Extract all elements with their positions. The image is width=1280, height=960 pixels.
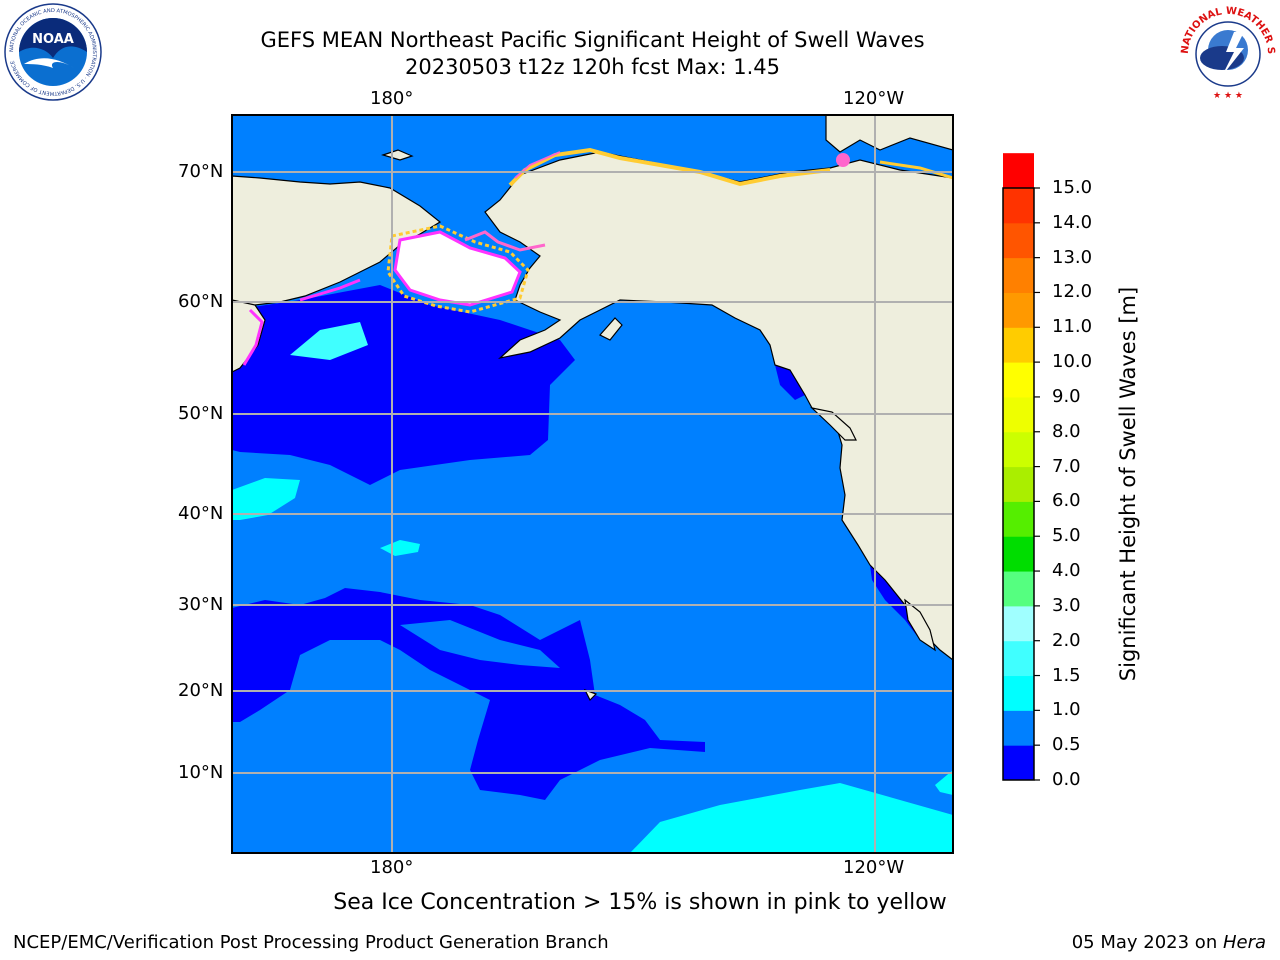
colorbar-tick-label: 4.0 [1052, 560, 1081, 582]
colorbar-swatch [1003, 188, 1034, 224]
colorbar-swatch [1003, 710, 1034, 746]
footer-branch: NCEP/EMC/Verification Post Processing Pr… [13, 932, 609, 953]
sea-ice-kamchatka-edge [242, 308, 264, 366]
colorbar-title: Significant Height of Swell Waves [m] [1116, 286, 1140, 682]
swell-zone-1-15-bering [290, 322, 368, 360]
lon-label-top-120w: 120°W [843, 88, 905, 109]
colorbar-tick-label: 1.0 [1052, 699, 1081, 721]
land-baja [904, 598, 936, 652]
sea-ice-bering [395, 232, 520, 305]
sea-ice-okhotsk-edge [299, 278, 361, 302]
gridlines [232, 115, 953, 853]
colorbar-tick-label: 13.0 [1052, 246, 1093, 268]
colorbar-swatch [1003, 605, 1034, 642]
noaa-logo-text: NOAA [32, 32, 74, 47]
colorbar-swatch [1003, 501, 1034, 537]
lat-label-20n: 20°N [178, 680, 224, 701]
lat-label-30n: 30°N [178, 594, 224, 615]
sea-ice-chukchi-pink [514, 151, 561, 179]
swell-zone-south-low [232, 588, 705, 800]
colorbar-swatch [1003, 153, 1034, 189]
colorbar [1003, 153, 1040, 781]
colorbar-tick-label: 0.5 [1052, 734, 1081, 756]
swell-zone-1-15-patch [380, 540, 420, 556]
map-frame [231, 114, 954, 854]
colorbar-tick-label: 12.0 [1052, 281, 1093, 303]
colorbar-frame [1002, 187, 1035, 781]
land-kodiak [599, 317, 623, 341]
colorbar-tick-label: 7.0 [1052, 455, 1081, 477]
swell-zone-hawaii-gap [400, 620, 560, 668]
sea-ice-bering-north-edge [464, 230, 546, 252]
colorbar-swatch [1003, 640, 1034, 677]
colorbar-swatch [1003, 362, 1034, 398]
colorbar-tick-label: 15.0 [1052, 177, 1093, 198]
colorbar-tick-label: 9.0 [1052, 385, 1081, 407]
chart-subtitle: 20230503 t12z 120h fcst Max: 1.45 [405, 55, 780, 79]
sea-ice-chukchi-edge [508, 147, 831, 187]
sea-ice-bering-edge-yellow [386, 224, 530, 314]
colorbar-swatch [1003, 571, 1034, 607]
footer-date: 05 May 2023 on Hera [1072, 932, 1266, 953]
colorbar-swatch [1003, 327, 1034, 363]
noaa-logo: NOAA NATIONAL OCEANIC AND ATMOSPHERIC AD… [4, 3, 102, 101]
lat-label-40n: 40°N [178, 503, 224, 524]
lon-label-bottom-120w: 120°W [843, 857, 905, 878]
colorbar-swatch [1003, 431, 1034, 468]
colorbar-swatch [1003, 675, 1034, 711]
colorbar-swatch [1003, 466, 1034, 502]
colorbar-tick-label: 6.0 [1052, 490, 1081, 512]
footer-machine: Hera [1222, 932, 1266, 953]
swell-zone-1-15-west [232, 478, 300, 520]
swell-zone-alaska-coast [775, 365, 805, 400]
colorbar-tick-label: 5.0 [1052, 525, 1081, 547]
colorbar-swatch [1003, 536, 1034, 572]
swell-zone-1-15-se [935, 770, 953, 795]
colorbar-tick-label: 0.0 [1052, 769, 1081, 790]
lat-label-10n: 10°N [178, 762, 224, 783]
footer-date-text: 05 May 2023 on [1071, 932, 1223, 953]
nws-logo: NATIONAL WEATHER SERVICE ★ ★ ★ [1178, 2, 1276, 101]
colorbar-swatch [1003, 745, 1034, 781]
colorbar-tick-label: 2.0 [1052, 629, 1081, 651]
colorbar-tick-label: 10.0 [1052, 351, 1093, 373]
sea-ice-bering-edge [393, 230, 522, 307]
colorbar-swatch [1003, 396, 1034, 433]
chart-title: GEFS MEAN Northeast Pacific Significant … [260, 28, 925, 52]
svg-text:★ ★ ★: ★ ★ ★ [1213, 91, 1243, 101]
colorbar-swatch [1003, 292, 1034, 328]
sea-ice-arctic-edge [879, 160, 953, 180]
lat-label-70n: 70°N [178, 161, 224, 182]
colorbar-swatch [1003, 257, 1034, 293]
sea-ice-hotspot [836, 153, 850, 167]
colorbar-tick-label: 11.0 [1052, 316, 1093, 338]
land-vancouver [810, 407, 857, 441]
colorbar-swatch [1003, 222, 1034, 259]
land-north-america [484, 151, 953, 661]
swell-zone-1-15-south [630, 783, 953, 853]
colorbar-tick-label: 1.5 [1052, 664, 1081, 686]
colorbar-tick-label: 14.0 [1052, 211, 1093, 233]
lon-label-bottom-180: 180° [370, 857, 414, 878]
lat-label-60n: 60°N [178, 291, 224, 312]
lon-label-top-180: 180° [370, 88, 414, 109]
colorbar-tick-label: 8.0 [1052, 420, 1081, 442]
colorbar-tick-label: 3.0 [1052, 594, 1081, 616]
sea-ice-note: Sea Ice Concentration > 15% is shown in … [333, 890, 947, 915]
lat-label-50n: 50°N [178, 403, 224, 424]
land-north-top [825, 115, 953, 153]
